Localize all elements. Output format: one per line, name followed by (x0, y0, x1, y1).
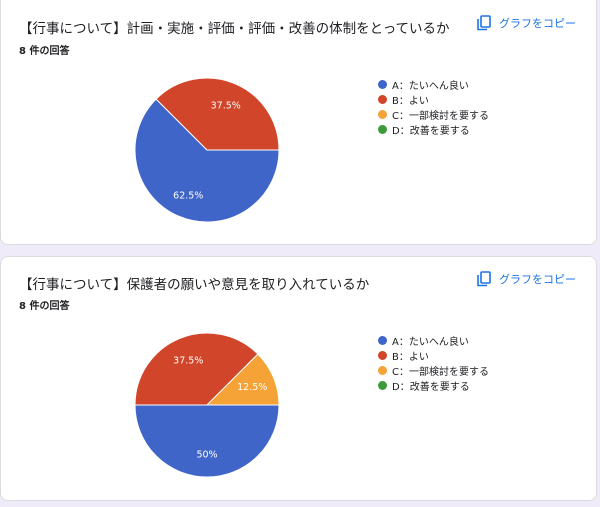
question-title: 【行事について】計画・実施・評価・評価・改善の体制をとっているか (19, 21, 450, 37)
legend-label-c: C：一部検討を要する (392, 111, 489, 122)
legend-item-d: D：改善を要する (378, 122, 489, 137)
legend-swatch-b (378, 95, 387, 104)
legend-label-b: B：よい (392, 352, 429, 363)
legend-item-b: B：よい (378, 92, 489, 107)
legend-item-a: A：たいへん良い (378, 77, 489, 92)
slice-label-c: 12.5% (237, 382, 267, 393)
question-title: 【行事について】保護者の願いや意見を取り入れているか (19, 277, 370, 293)
pie-slice-c (205, 353, 280, 406)
legend-label-b: B：よい (392, 96, 429, 107)
legend-swatch-b (378, 351, 387, 360)
chart-legend: A：たいへん良い B：よい C：一部検討を要する D：改善を要する (378, 77, 489, 137)
legend-label-a: A：たいへん良い (392, 81, 469, 92)
pie-slice-a (134, 98, 280, 223)
copy-chart-label: グラフをコピー (499, 17, 576, 30)
legend-item-c: C：一部検討を要する (378, 107, 489, 122)
legend-item-c: C：一部検討を要する (378, 363, 489, 378)
copy-icon (477, 271, 491, 287)
slice-label-a: 50% (196, 449, 217, 460)
legend-swatch-d (378, 381, 387, 390)
pie-slice-a (134, 404, 280, 478)
legend-swatch-c (378, 110, 387, 119)
legend-item-d: D：改善を要する (378, 378, 489, 393)
legend-item-a: A：たいへん良い (378, 333, 489, 348)
copy-chart-button[interactable]: グラフをコピー (477, 271, 576, 287)
slice-label-a: 62.5% (173, 191, 203, 202)
chart-legend: A：たいへん良い B：よい C：一部検討を要する D：改善を要する (378, 333, 489, 393)
legend-swatch-a (378, 336, 387, 345)
legend-item-b: B：よい (378, 348, 489, 363)
copy-chart-label: グラフをコピー (499, 273, 576, 286)
pie-chart: 62.5% 37.5% (134, 77, 280, 223)
legend-swatch-d (378, 125, 387, 134)
legend-label-c: C：一部検討を要する (392, 367, 489, 378)
pie-chart: 50% 37.5% 12.5% (134, 332, 280, 478)
copy-icon (477, 15, 491, 31)
response-count: 8 件の回答 (19, 301, 70, 312)
legend-swatch-c (378, 366, 387, 375)
slice-label-b: 37.5% (173, 355, 203, 366)
legend-label-d: D：改善を要する (392, 126, 470, 137)
copy-chart-button[interactable]: グラフをコピー (477, 15, 576, 31)
slice-label-b: 37.5% (211, 100, 241, 111)
legend-label-a: A：たいへん良い (392, 337, 469, 348)
question-card-2: 【行事について】保護者の願いや意見を取り入れているか 8 件の回答 グラフをコピ… (0, 256, 597, 501)
legend-label-d: D：改善を要する (392, 382, 470, 393)
legend-swatch-a (378, 80, 387, 89)
question-card-1: 【行事について】計画・実施・評価・評価・改善の体制をとっているか 8 件の回答 … (0, 0, 597, 245)
pie-slice-b (134, 332, 259, 406)
response-count: 8 件の回答 (19, 46, 70, 57)
pie-slice-b (155, 77, 280, 151)
